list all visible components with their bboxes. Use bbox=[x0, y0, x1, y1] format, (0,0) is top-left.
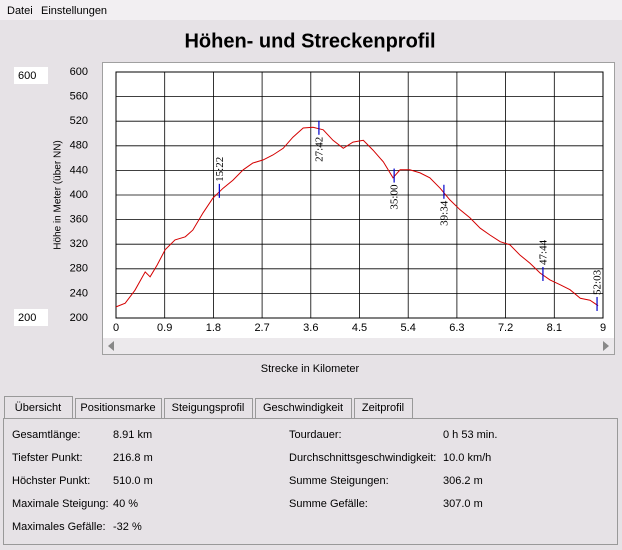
max-input[interactable] bbox=[14, 67, 48, 84]
time-marker-label: 47:44 bbox=[537, 239, 549, 265]
x-tick-label: 6.3 bbox=[449, 322, 464, 334]
scrollbar[interactable] bbox=[103, 338, 614, 354]
min-input-value[interactable]: 200 bbox=[18, 312, 36, 324]
y-tick-label: 600 bbox=[70, 66, 88, 78]
y-tick-label: 400 bbox=[70, 189, 88, 201]
y-tick-label: 560 bbox=[70, 91, 88, 103]
summary-label: Tourdauer: bbox=[289, 429, 342, 441]
tab-panel bbox=[3, 418, 618, 545]
summary-value: 8.91 km bbox=[113, 429, 152, 441]
summary-label: Durchschnittsgeschwindigkeit: bbox=[289, 452, 436, 464]
menu-bar bbox=[0, 0, 622, 20]
scroll-left[interactable] bbox=[108, 341, 114, 351]
summary-label: Maximale Steigung: bbox=[12, 498, 109, 510]
summary-label: Gesamtlänge: bbox=[12, 429, 80, 441]
summary-value: 216.8 m bbox=[113, 452, 153, 464]
y-tick-label: 280 bbox=[70, 263, 88, 275]
x-tick-label: 1.8 bbox=[206, 322, 221, 334]
menu-item[interactable]: Datei bbox=[7, 5, 33, 17]
tab-label[interactable]: Übersicht bbox=[15, 402, 61, 414]
max-input-value[interactable]: 600 bbox=[18, 70, 36, 82]
x-tick-label: 3.6 bbox=[303, 322, 318, 334]
time-marker-label: 35:00 bbox=[389, 184, 401, 210]
summary-value: 10.0 km/h bbox=[443, 452, 491, 464]
y-tick-label: 520 bbox=[70, 115, 88, 127]
time-marker-label: 39:34 bbox=[438, 200, 450, 226]
time-marker-label: 15:22 bbox=[214, 157, 226, 182]
summary-value: -32 % bbox=[113, 521, 142, 533]
tab-label[interactable]: Zeitprofil bbox=[362, 402, 404, 414]
tab-label[interactable]: Steigungsprofil bbox=[172, 402, 245, 414]
chart-title: Höhen- und Streckenprofil bbox=[184, 30, 435, 52]
x-tick-label: 5.4 bbox=[401, 322, 416, 334]
x-tick-label: 0 bbox=[113, 322, 119, 334]
y-tick-label: 320 bbox=[70, 238, 88, 250]
time-marker-label: 27:42 bbox=[313, 137, 325, 162]
summary-label: Summe Steigungen: bbox=[289, 475, 389, 487]
summary-value: 307.0 m bbox=[443, 498, 483, 510]
x-tick-label: 8.1 bbox=[547, 322, 562, 334]
x-tick-label: 4.5 bbox=[352, 322, 367, 334]
summary-value: 40 % bbox=[113, 498, 138, 510]
y-axis-label: Höhe in Meter (über NN) bbox=[53, 140, 64, 249]
x-tick-label: 2.7 bbox=[254, 322, 269, 334]
x-tick-label: 9 bbox=[600, 322, 606, 334]
time-marker-label: 52:03 bbox=[592, 269, 604, 295]
scroll-right[interactable] bbox=[603, 341, 609, 351]
summary-value: 0 h 53 min. bbox=[443, 429, 497, 441]
tab-label[interactable]: Geschwindigkeit bbox=[263, 402, 343, 414]
x-axis-label: Strecke in Kilometer bbox=[261, 363, 360, 375]
y-tick-label: 240 bbox=[70, 287, 88, 299]
y-tick-label: 440 bbox=[70, 164, 88, 176]
summary-label: Summe Gefälle: bbox=[289, 498, 368, 510]
tab-bar: Übersicht Positionsmarke Steigungsprofil Ge… bbox=[4, 396, 413, 419]
min-input[interactable] bbox=[14, 309, 48, 326]
elevation-line bbox=[115, 126, 599, 308]
summary-value: 510.0 m bbox=[113, 475, 153, 487]
y-tick-label: 360 bbox=[70, 214, 88, 226]
summary-label: Tiefster Punkt: bbox=[12, 452, 83, 464]
summary-label: Höchster Punkt: bbox=[12, 475, 90, 487]
y-tick-label: 480 bbox=[70, 140, 88, 152]
y-tick-label: 200 bbox=[70, 312, 88, 324]
summary-label: Maximales Gefälle: bbox=[12, 521, 106, 533]
x-tick-label: 0.9 bbox=[157, 322, 172, 334]
x-tick-label: 7.2 bbox=[498, 322, 513, 334]
tab-label[interactable]: Positionsmarke bbox=[80, 402, 155, 414]
menu-item[interactable]: Einstellungen bbox=[41, 5, 107, 17]
summary-value: 306.2 m bbox=[443, 475, 483, 487]
